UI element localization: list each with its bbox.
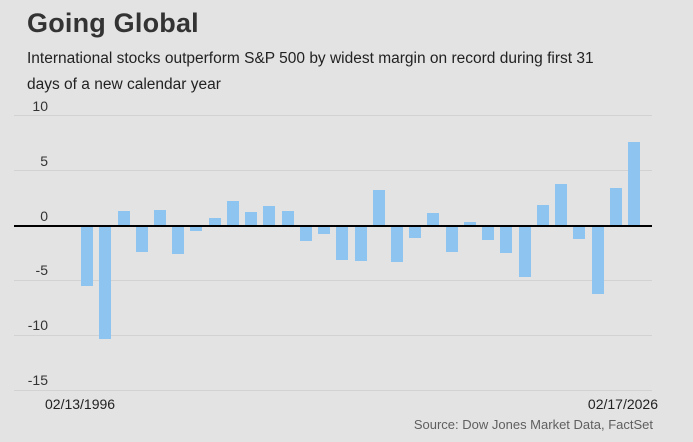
- bar-2011[interactable]: [354, 225, 367, 261]
- bar-2020[interactable]: [518, 225, 531, 278]
- source-attribution: Source: Dow Jones Market Data, FactSet: [413, 417, 653, 432]
- bar-2003[interactable]: [208, 217, 221, 226]
- bar-2015[interactable]: [427, 213, 440, 226]
- bar-2001[interactable]: [172, 225, 185, 254]
- bar-2019[interactable]: [500, 225, 513, 253]
- y-tick-label--10: -10: [27, 317, 48, 334]
- bar-2025[interactable]: [609, 188, 622, 226]
- bar-2014[interactable]: [409, 225, 422, 238]
- chart-subtitle: International stocks outperform S&P 500 …: [27, 46, 594, 98]
- zero-axis-line: [14, 224, 652, 227]
- x-axis-start-label: 02/13/1996: [45, 396, 116, 412]
- gridline-y--10: [14, 334, 652, 336]
- bar-2010[interactable]: [336, 225, 349, 260]
- chart-subtitle-line-2: days of a new calendar year: [27, 76, 221, 93]
- bar-2012[interactable]: [372, 190, 385, 226]
- bar-2021[interactable]: [536, 204, 549, 226]
- y-tick-label--5: -5: [35, 262, 48, 279]
- bar-2024[interactable]: [591, 225, 604, 294]
- chart-subtitle-line-1: International stocks outperform S&P 500 …: [27, 50, 594, 67]
- gridline-y--15: [14, 389, 652, 391]
- bar-2004[interactable]: [226, 201, 239, 226]
- bar-2007[interactable]: [281, 211, 294, 226]
- y-tick-label--15: -15: [27, 372, 48, 389]
- bar-2000[interactable]: [153, 210, 166, 226]
- bar-2022[interactable]: [555, 183, 568, 226]
- bar-1999[interactable]: [135, 225, 148, 252]
- bar-2017[interactable]: [463, 222, 476, 226]
- bar-2005[interactable]: [245, 212, 258, 226]
- bar-2008[interactable]: [299, 225, 312, 241]
- y-tick-label-10: 10: [32, 97, 48, 114]
- bar-1997[interactable]: [99, 225, 112, 339]
- bar-2009[interactable]: [318, 225, 330, 235]
- x-axis-end-label: 02/17/2026: [587, 396, 658, 412]
- bar-2002[interactable]: [190, 225, 203, 231]
- bar-2006[interactable]: [263, 205, 276, 226]
- bar-2013[interactable]: [391, 225, 403, 262]
- chart-title: Going Global: [27, 8, 199, 38]
- bar-2016[interactable]: [445, 225, 458, 252]
- bar-2023[interactable]: [573, 225, 586, 239]
- bar-1998[interactable]: [117, 211, 130, 226]
- gridline-y-10: [14, 115, 652, 117]
- bar-2018[interactable]: [482, 225, 495, 240]
- bar-2026[interactable]: [628, 142, 640, 226]
- y-tick-label-5: 5: [40, 152, 48, 169]
- y-tick-label-0: 0: [40, 207, 48, 224]
- gridline-y-5: [14, 170, 652, 172]
- gridline-y--5: [14, 279, 652, 281]
- bar-1996[interactable]: [81, 225, 93, 286]
